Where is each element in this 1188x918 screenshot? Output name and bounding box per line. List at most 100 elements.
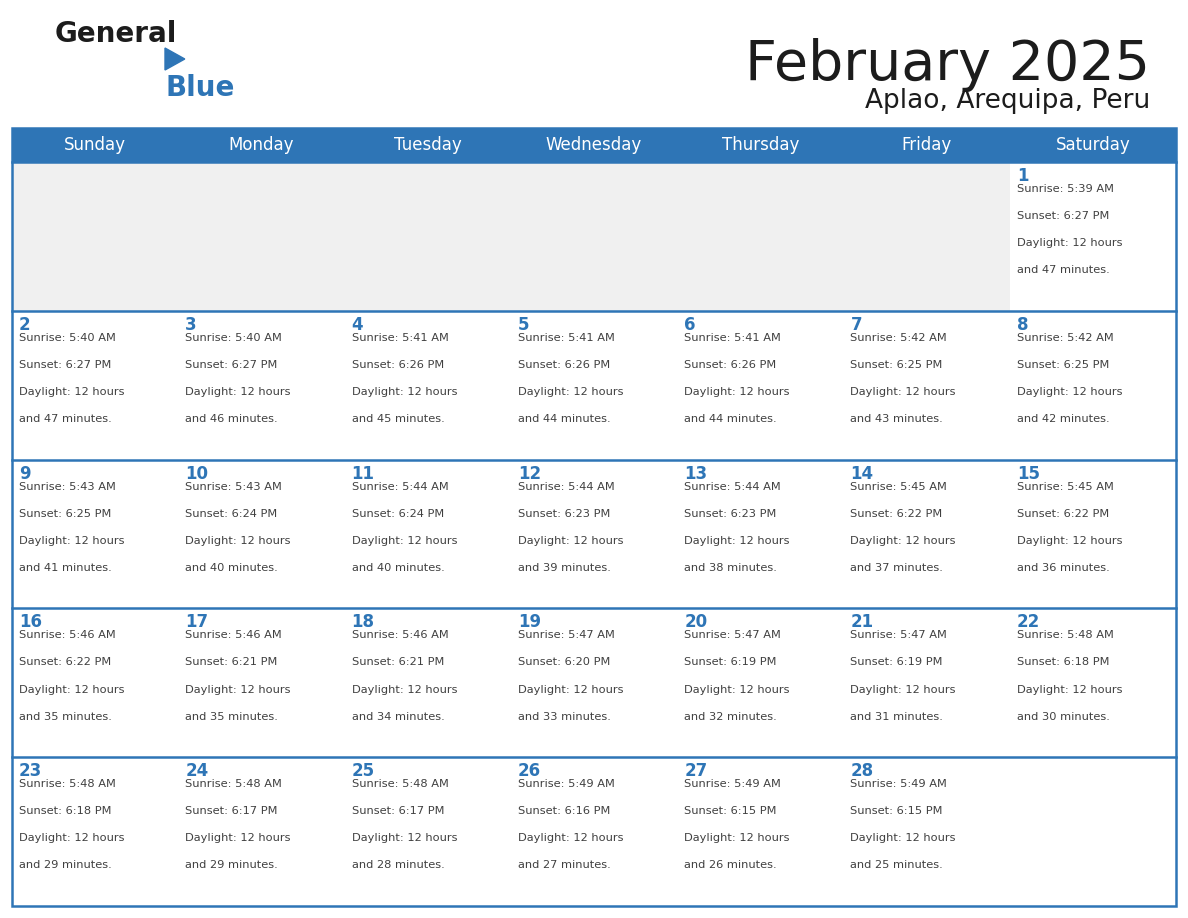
Text: Daylight: 12 hours: Daylight: 12 hours [352, 834, 457, 844]
Text: Sunset: 6:22 PM: Sunset: 6:22 PM [19, 657, 112, 667]
Text: Sunrise: 5:41 AM: Sunrise: 5:41 AM [352, 333, 448, 342]
Text: and 47 minutes.: and 47 minutes. [1017, 265, 1110, 275]
Text: Sunrise: 5:47 AM: Sunrise: 5:47 AM [684, 631, 781, 641]
Text: and 28 minutes.: and 28 minutes. [352, 860, 444, 870]
Text: Sunset: 6:24 PM: Sunset: 6:24 PM [352, 509, 444, 519]
Bar [843, 757, 1010, 906]
Text: 7: 7 [851, 316, 862, 334]
Text: Sunset: 6:24 PM: Sunset: 6:24 PM [185, 509, 278, 519]
Bar [345, 162, 511, 311]
Bar [1010, 311, 1176, 460]
Text: Sunset: 6:21 PM: Sunset: 6:21 PM [185, 657, 278, 667]
Text: 17: 17 [185, 613, 208, 632]
Bar [511, 162, 677, 311]
Bar [511, 609, 677, 757]
Text: Sunrise: 5:43 AM: Sunrise: 5:43 AM [19, 482, 116, 492]
Text: 22: 22 [1017, 613, 1040, 632]
Text: Friday: Friday [902, 136, 952, 154]
Bar [677, 162, 843, 311]
Text: Daylight: 12 hours: Daylight: 12 hours [19, 685, 125, 695]
Text: 25: 25 [352, 762, 374, 780]
Text: Sunrise: 5:41 AM: Sunrise: 5:41 AM [684, 333, 781, 342]
Bar [12, 128, 1176, 906]
Text: 8: 8 [1017, 316, 1029, 334]
Bar [345, 460, 511, 609]
Text: Daylight: 12 hours: Daylight: 12 hours [185, 834, 291, 844]
Text: and 38 minutes.: and 38 minutes. [684, 563, 777, 573]
Text: and 29 minutes.: and 29 minutes. [19, 860, 112, 870]
Text: Sunset: 6:17 PM: Sunset: 6:17 PM [352, 806, 444, 816]
Bar [677, 757, 843, 906]
Text: Wednesday: Wednesday [545, 136, 643, 154]
Text: Sunrise: 5:42 AM: Sunrise: 5:42 AM [1017, 333, 1113, 342]
Bar [12, 460, 178, 609]
Text: and 40 minutes.: and 40 minutes. [185, 563, 278, 573]
Text: Sunrise: 5:46 AM: Sunrise: 5:46 AM [19, 631, 115, 641]
Bar [843, 460, 1010, 609]
Text: and 37 minutes.: and 37 minutes. [851, 563, 943, 573]
Text: General: General [55, 20, 177, 48]
Bar [1010, 460, 1176, 609]
Polygon shape [165, 48, 185, 70]
Text: and 25 minutes.: and 25 minutes. [851, 860, 943, 870]
Text: Sunrise: 5:48 AM: Sunrise: 5:48 AM [352, 779, 448, 789]
Text: Sunset: 6:26 PM: Sunset: 6:26 PM [518, 360, 611, 370]
Text: Sunset: 6:27 PM: Sunset: 6:27 PM [185, 360, 278, 370]
Text: Daylight: 12 hours: Daylight: 12 hours [19, 536, 125, 545]
Text: 12: 12 [518, 465, 541, 483]
Text: Daylight: 12 hours: Daylight: 12 hours [19, 834, 125, 844]
Text: and 35 minutes.: and 35 minutes. [19, 711, 112, 722]
Text: Sunrise: 5:47 AM: Sunrise: 5:47 AM [851, 631, 947, 641]
Text: Daylight: 12 hours: Daylight: 12 hours [19, 386, 125, 397]
Bar [843, 162, 1010, 311]
Text: Sunset: 6:21 PM: Sunset: 6:21 PM [352, 657, 444, 667]
Text: and 40 minutes.: and 40 minutes. [352, 563, 444, 573]
Text: Sunrise: 5:46 AM: Sunrise: 5:46 AM [352, 631, 448, 641]
Text: Daylight: 12 hours: Daylight: 12 hours [185, 685, 291, 695]
Bar [677, 460, 843, 609]
Text: 15: 15 [1017, 465, 1040, 483]
Bar [178, 609, 345, 757]
Text: 20: 20 [684, 613, 707, 632]
Text: Daylight: 12 hours: Daylight: 12 hours [1017, 536, 1123, 545]
Text: Sunrise: 5:49 AM: Sunrise: 5:49 AM [684, 779, 781, 789]
Text: Sunrise: 5:45 AM: Sunrise: 5:45 AM [1017, 482, 1113, 492]
Bar [178, 460, 345, 609]
Text: Daylight: 12 hours: Daylight: 12 hours [518, 834, 624, 844]
Text: Thursday: Thursday [721, 136, 800, 154]
Text: Daylight: 12 hours: Daylight: 12 hours [1017, 386, 1123, 397]
Text: Daylight: 12 hours: Daylight: 12 hours [851, 685, 956, 695]
Text: Daylight: 12 hours: Daylight: 12 hours [684, 536, 790, 545]
Text: Daylight: 12 hours: Daylight: 12 hours [851, 386, 956, 397]
Bar [1010, 609, 1176, 757]
Text: Aplao, Arequipa, Peru: Aplao, Arequipa, Peru [865, 88, 1150, 114]
Text: Sunset: 6:19 PM: Sunset: 6:19 PM [851, 657, 943, 667]
Text: Sunset: 6:27 PM: Sunset: 6:27 PM [19, 360, 112, 370]
Text: Sunset: 6:25 PM: Sunset: 6:25 PM [851, 360, 943, 370]
Text: and 47 minutes.: and 47 minutes. [19, 414, 112, 424]
Text: Daylight: 12 hours: Daylight: 12 hours [518, 536, 624, 545]
Bar [178, 757, 345, 906]
Bar [677, 311, 843, 460]
Text: Daylight: 12 hours: Daylight: 12 hours [518, 685, 624, 695]
Text: 10: 10 [185, 465, 208, 483]
Text: and 34 minutes.: and 34 minutes. [352, 711, 444, 722]
Text: Daylight: 12 hours: Daylight: 12 hours [352, 536, 457, 545]
Text: Sunrise: 5:48 AM: Sunrise: 5:48 AM [1017, 631, 1113, 641]
Text: Daylight: 12 hours: Daylight: 12 hours [1017, 238, 1123, 248]
Bar [12, 311, 178, 460]
Text: Sunset: 6:25 PM: Sunset: 6:25 PM [19, 509, 112, 519]
Text: 26: 26 [518, 762, 541, 780]
Text: Sunrise: 5:40 AM: Sunrise: 5:40 AM [19, 333, 116, 342]
Text: 16: 16 [19, 613, 42, 632]
Text: Sunset: 6:20 PM: Sunset: 6:20 PM [518, 657, 611, 667]
Text: 4: 4 [352, 316, 364, 334]
Text: and 33 minutes.: and 33 minutes. [518, 711, 611, 722]
Text: Sunrise: 5:47 AM: Sunrise: 5:47 AM [518, 631, 614, 641]
Text: Sunrise: 5:43 AM: Sunrise: 5:43 AM [185, 482, 283, 492]
Text: Sunset: 6:15 PM: Sunset: 6:15 PM [851, 806, 943, 816]
Bar [843, 609, 1010, 757]
Text: 13: 13 [684, 465, 707, 483]
Text: Daylight: 12 hours: Daylight: 12 hours [185, 536, 291, 545]
Bar [677, 609, 843, 757]
